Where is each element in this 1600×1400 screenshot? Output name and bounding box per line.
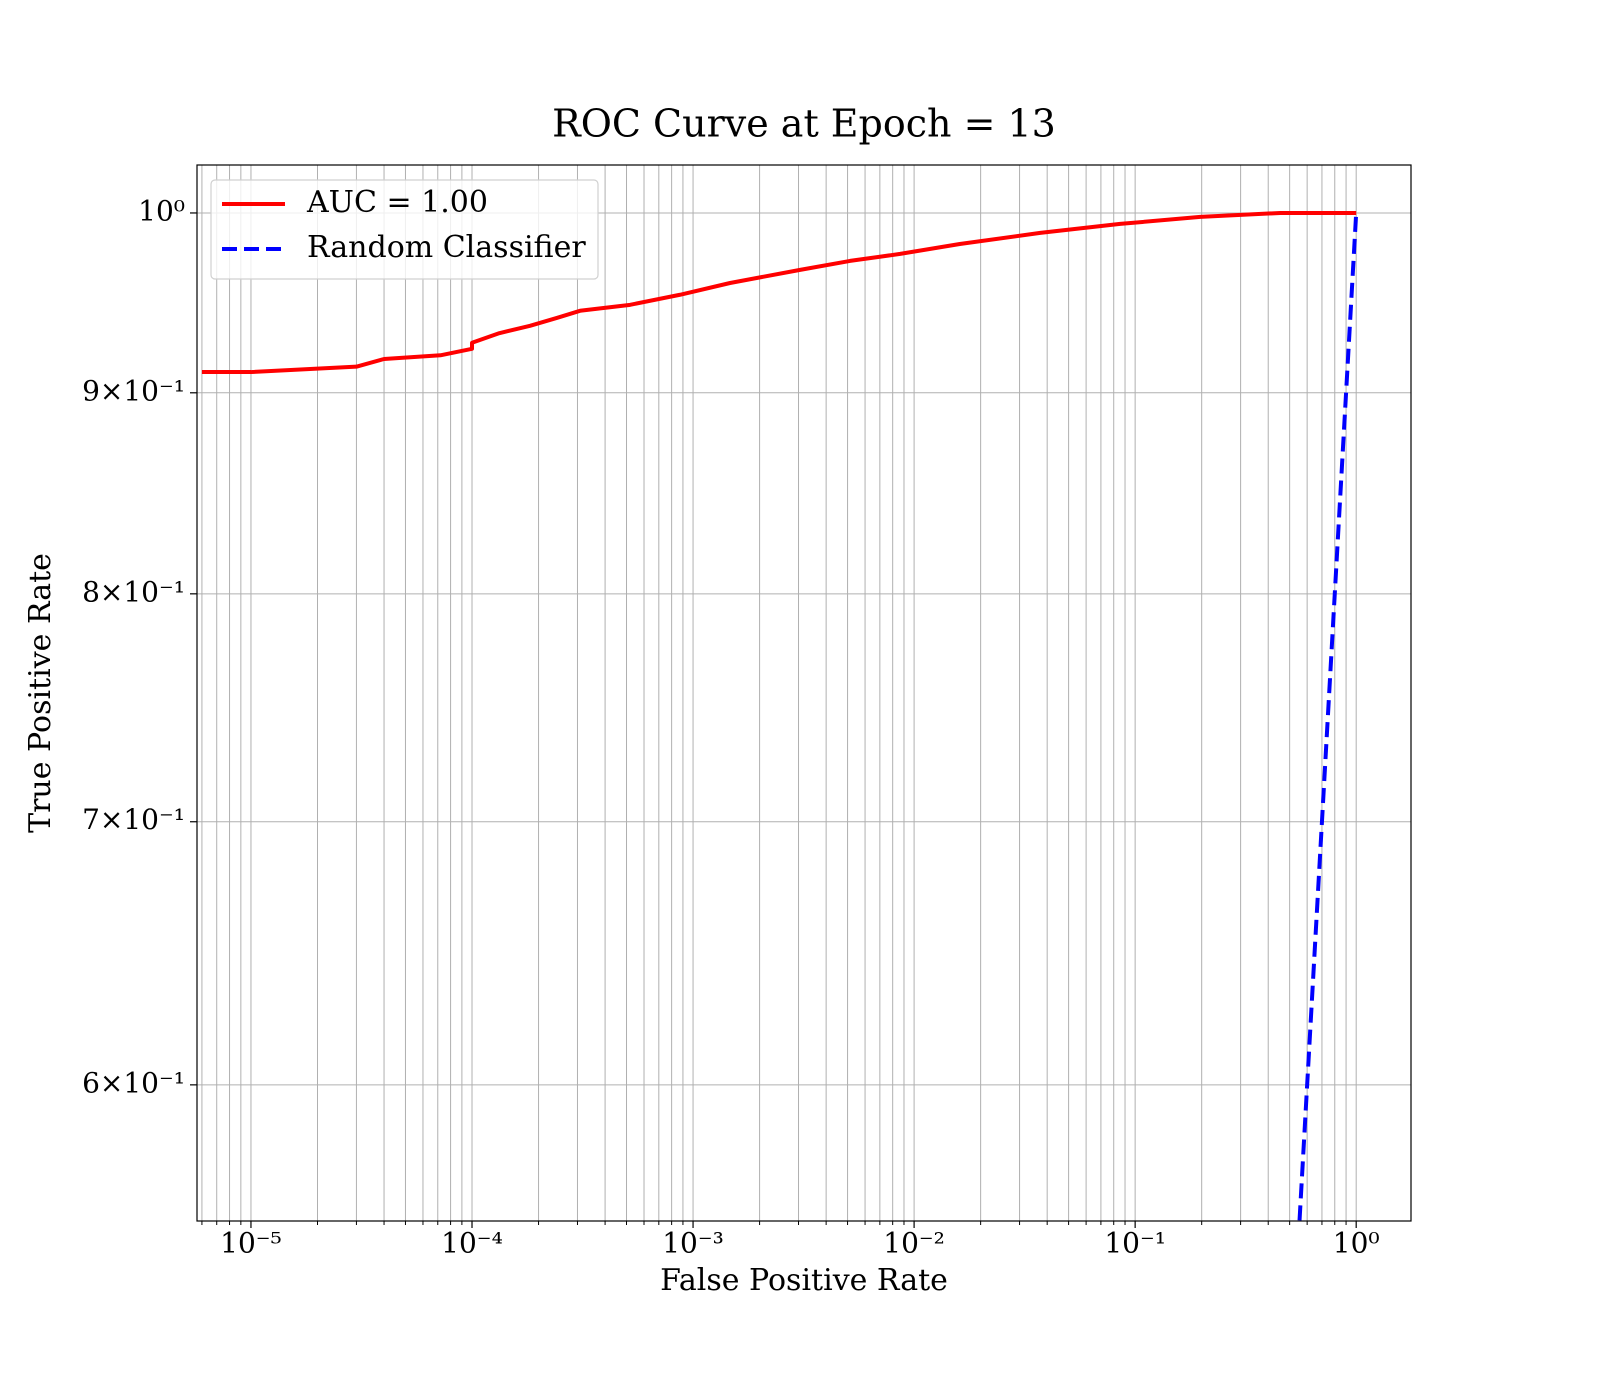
y-tick-label: 10⁰ <box>138 194 185 227</box>
x-tick-label: 10⁻¹ <box>1104 1227 1166 1260</box>
plot-area <box>201 210 1359 1221</box>
legend-box <box>210 179 599 280</box>
y-tick-label: 9×10⁻¹ <box>82 374 185 407</box>
x-tick-label: 10⁻⁴ <box>441 1227 503 1260</box>
x-tick-label: 10⁻³ <box>662 1227 724 1260</box>
series-line <box>201 210 1357 375</box>
legend-label: AUC = 1.00 <box>306 185 488 220</box>
x-tick-label: 10⁻² <box>883 1227 945 1260</box>
y-tick-label: 7×10⁻¹ <box>82 803 185 836</box>
chart-title: ROC Curve at Epoch = 13 <box>552 102 1056 146</box>
x-tick-label: 10⁻⁵ <box>220 1227 282 1260</box>
legend-label: Random Classifier <box>307 230 586 265</box>
y-axis-label: True Positive Rate <box>23 553 58 833</box>
y-tick-label: 8×10⁻¹ <box>82 575 185 608</box>
y-tick-label: 6×10⁻¹ <box>82 1066 185 1099</box>
x-tick-label: 10⁰ <box>1333 1227 1380 1260</box>
axes-frame <box>196 164 1412 1222</box>
x-axis-label: False Positive Rate <box>660 1263 948 1298</box>
